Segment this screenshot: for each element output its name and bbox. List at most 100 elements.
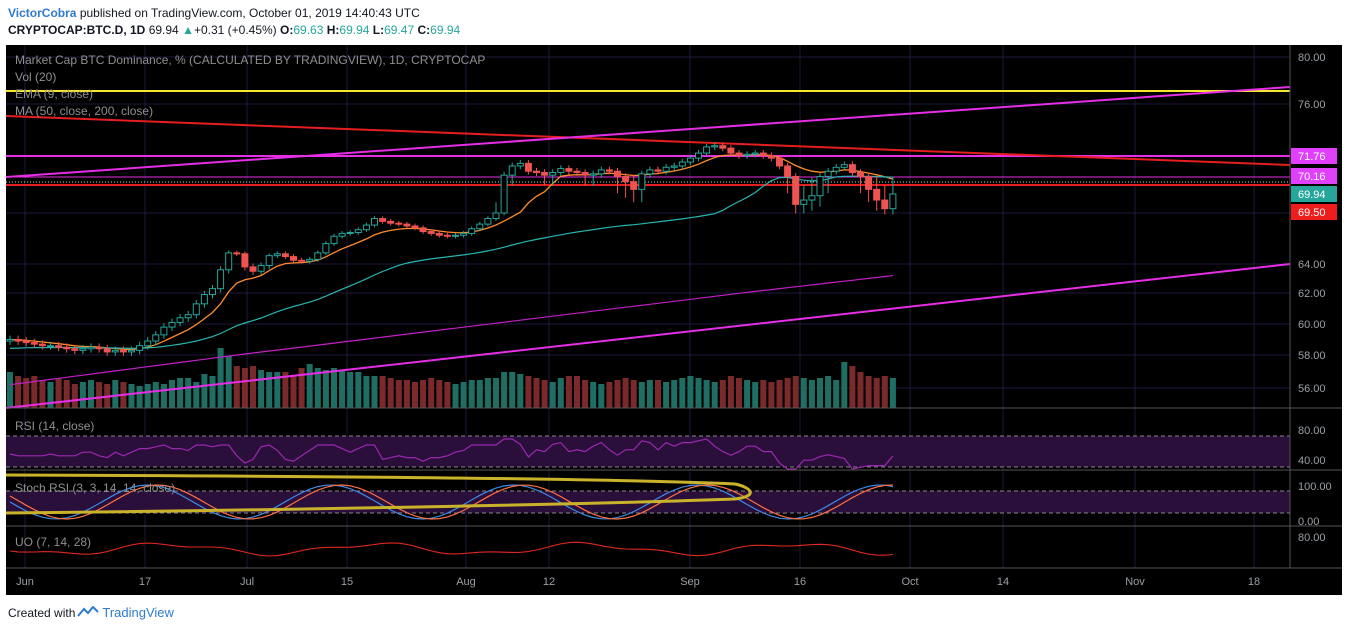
- volume-bar: [63, 380, 70, 408]
- candle-body: [857, 172, 864, 177]
- volume-bar: [347, 372, 354, 408]
- rsi-pane: [6, 435, 1290, 470]
- price-badge-label: 70.16: [1298, 171, 1326, 183]
- candle-body: [800, 199, 808, 205]
- candle-body: [573, 170, 581, 174]
- volume-bar: [541, 380, 548, 408]
- volume-bar: [298, 368, 305, 408]
- volume-bar: [760, 380, 767, 408]
- time-axis[interactable]: Jun 17 Jul 15 Aug 12 Sep 16 Oct 14 Nov 18: [16, 576, 1260, 588]
- volume-bar: [31, 376, 38, 408]
- ascending-channel-lower-line: [5, 263, 1291, 409]
- candle-body: [452, 234, 459, 237]
- price-badges: 71.76 70.16 69.94 69.50: [1291, 148, 1337, 220]
- candle-body: [160, 326, 168, 336]
- candle-body: [257, 264, 265, 272]
- candle-body: [484, 218, 492, 225]
- volume-bar: [825, 376, 832, 408]
- candle-body: [703, 146, 711, 154]
- stoch-tick-label: 100.00: [1298, 481, 1332, 493]
- high-value: 69.94: [339, 23, 370, 37]
- volume-bar: [736, 378, 742, 408]
- time-tick-label: 16: [794, 576, 806, 588]
- candle-body: [249, 266, 257, 272]
- volume-bar: [533, 378, 540, 408]
- candle-body: [346, 231, 354, 234]
- volume-bar: [96, 382, 103, 408]
- published-text: published on TradingView.com, October 01…: [79, 6, 420, 20]
- annotation-ellipse: [5, 473, 752, 515]
- volume-bar: [160, 384, 167, 408]
- candle-body: [516, 162, 524, 167]
- volume-bar: [355, 372, 362, 408]
- candle-body: [776, 157, 783, 167]
- rsi-tick-label: 40.00: [1298, 455, 1326, 467]
- volume-bar: [403, 380, 410, 408]
- close-label: C:: [417, 23, 431, 37]
- volume-bar: [371, 376, 378, 408]
- volume-bar: [630, 380, 637, 408]
- candle-body: [565, 168, 573, 172]
- candle-body: [881, 199, 889, 210]
- volume-bar: [201, 374, 208, 408]
- volume-bar: [428, 378, 435, 408]
- volume-bar: [549, 382, 556, 408]
- candle-body: [298, 259, 306, 262]
- candle-body: [273, 253, 281, 257]
- price-tick-label: 60.00: [1298, 319, 1326, 331]
- candle-body: [314, 252, 322, 260]
- volume-bar: [557, 378, 564, 408]
- pane-separators[interactable]: [6, 45, 1342, 569]
- candle-body: [184, 314, 192, 319]
- tradingview-brand-link[interactable]: TradingView: [102, 605, 174, 620]
- volume-bar: [768, 382, 775, 408]
- high-label: H:: [326, 23, 340, 37]
- price-axis[interactable]: 80.00 76.00 64.00 62.00 60.00 58.00 56.00 80.00…: [1298, 52, 1332, 544]
- candle-body: [646, 169, 654, 175]
- time-tick-label: 14: [997, 576, 1009, 588]
- uo-legend: UO (7, 14, 28): [15, 535, 91, 549]
- candle-body: [87, 346, 95, 350]
- candle-body: [55, 345, 63, 348]
- candle-body: [281, 253, 289, 258]
- candle-body: [848, 164, 856, 174]
- ma-50-line: [9, 175, 893, 349]
- price-change: +0.31 (+0.45%): [193, 23, 277, 37]
- candle-body: [508, 165, 516, 176]
- volume-bar: [444, 382, 451, 408]
- candle-body: [670, 165, 678, 168]
- volume-bar: [79, 382, 86, 408]
- open-value: 69.63: [293, 23, 324, 37]
- candle-body: [581, 172, 589, 176]
- candle-body: [743, 153, 751, 157]
- volume-bar: [841, 362, 848, 408]
- chart-canvas[interactable]: Market Cap BTC Dominance, % (CALCULATED …: [0, 42, 1348, 597]
- candle-body: [265, 255, 273, 266]
- candle-body: [395, 222, 403, 225]
- candle-body: [306, 258, 314, 262]
- volume-bar: [671, 380, 678, 408]
- volume-bar: [727, 376, 734, 408]
- candle-body: [735, 152, 743, 157]
- candle-body: [200, 294, 208, 305]
- candle-body: [233, 252, 241, 255]
- volume-bar: [525, 376, 532, 408]
- candle-body: [362, 224, 370, 231]
- symbol-name: CRYPTOCAP:BTC.D, 1D: [8, 23, 146, 37]
- volume-bar: [290, 376, 297, 408]
- volume-bar: [719, 380, 726, 408]
- uo-line: [9, 541, 893, 557]
- candle-body: [411, 225, 419, 229]
- volume-bar: [282, 372, 289, 408]
- trendlines[interactable]: [5, 86, 1291, 409]
- candle-body: [95, 346, 103, 350]
- volume-bar: [889, 378, 896, 408]
- volume-bar: [436, 380, 443, 408]
- candle-body: [152, 334, 160, 342]
- candle-body: [330, 235, 338, 245]
- author-link[interactable]: VictorCobra: [8, 6, 77, 20]
- volume-bar: [679, 378, 686, 408]
- candle-body: [614, 170, 621, 177]
- candle-body: [435, 232, 443, 236]
- created-with-text: Created with: [8, 606, 76, 620]
